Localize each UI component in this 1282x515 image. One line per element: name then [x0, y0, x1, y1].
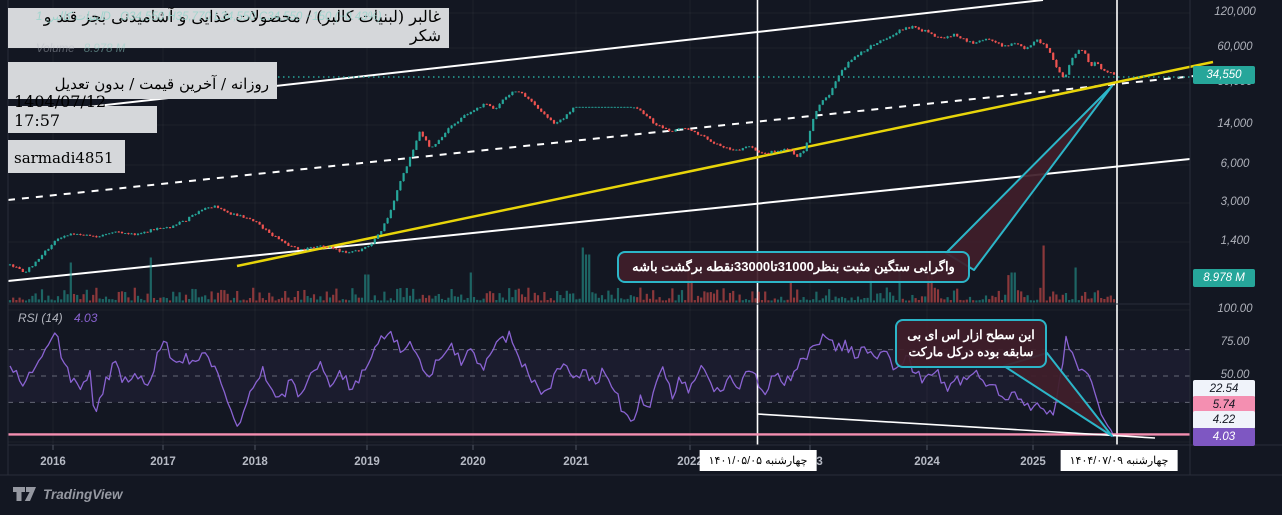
date-badge: چهارشنبه ۱۴۰۴/۰۷/۰۹	[1060, 450, 1178, 471]
subtitle-textbox[interactable]: روزانه / آخرین قیمت / بدون تعدیل	[8, 62, 277, 99]
chart-subtitle: روزانه / آخرین قیمت / بدون تعدیل	[54, 75, 269, 93]
rsi-callout-line1: این سطح ازار اس ای بی	[907, 327, 1035, 342]
rsi-label: RSI (14)	[18, 311, 63, 325]
axis-label: 3,000	[1220, 196, 1250, 208]
axis-label: 14,000	[1217, 118, 1253, 130]
axis-label: 60,000	[1217, 41, 1253, 53]
username-text: sarmadi4851	[14, 149, 114, 167]
tradingview-logo-text: TradingView	[43, 486, 123, 502]
axis-price-badge: 4.22	[1193, 411, 1255, 429]
divergence-callout[interactable]: واگرایی ستگین مثبت بنظر31000تا33000نقطه …	[617, 251, 970, 283]
volume-value: 8.978 M	[83, 43, 126, 55]
axis-label: 120,000	[1214, 6, 1256, 18]
year-label[interactable]: 2021	[563, 456, 589, 468]
year-label[interactable]: 2020	[460, 456, 486, 468]
symbol-name[interactable]: لبنیات کالبر, 1D	[36, 11, 111, 23]
axis-price-badge: 4.03	[1193, 428, 1255, 446]
rsi-callout-line2: سابقه بوده درکل مارکت	[908, 344, 1034, 359]
volume-label: Volume	[36, 43, 75, 55]
axis-label: 50.00	[1220, 369, 1250, 381]
divergence-callout-text: واگرایی ستگین مثبت بنظر31000تا33000نقطه …	[632, 259, 955, 274]
rsi-indicator-legend[interactable]: RSI (14) 4.03	[18, 311, 97, 325]
tradingview-logo[interactable]: TradingView	[13, 486, 123, 502]
year-label[interactable]: 2017	[150, 456, 176, 468]
year-label[interactable]: 2022	[677, 456, 703, 468]
year-label[interactable]: 2019	[354, 456, 380, 468]
axis-label: 75.00	[1220, 336, 1250, 348]
volume-legend[interactable]: Volume 8.978 M	[36, 43, 125, 55]
username-textbox[interactable]: sarmadi4851	[8, 140, 125, 173]
year-label[interactable]: 2024	[914, 456, 940, 468]
tradingview-logo-icon	[13, 487, 36, 501]
chart-title: غالبر (لبنیات کالبر) / محصولات غذایی و آ…	[43, 7, 441, 45]
year-label[interactable]: 2025	[1020, 456, 1046, 468]
axis-label: 6,000	[1220, 158, 1250, 170]
axis-price-badge: 34,550	[1193, 66, 1255, 84]
axis-price-badge: 5.74	[1193, 396, 1255, 414]
year-label[interactable]: 2018	[242, 456, 268, 468]
year-label[interactable]: 2016	[40, 456, 66, 468]
title-textbox[interactable]: غالبر (لبنیات کالبر) / محصولات غذایی و آ…	[8, 7, 449, 48]
symbol-legend[interactable]: لبنیات کالبر, 1D O34,550 H35,770 L34,550…	[36, 9, 382, 23]
axis-label: 100.00	[1217, 303, 1253, 315]
date-badge: چهارشنبه ۱۴۰۱/۰۵/۰۵	[699, 450, 817, 471]
ohlc-values: O34,550 H35,770 L34,550 C34,550 −150 (−0…	[120, 11, 382, 23]
axis-price-badge: 8.978 M	[1193, 269, 1255, 287]
rsi-callout[interactable]: این سطح ازار اس ای بی سابقه بوده درکل ما…	[895, 319, 1047, 368]
axis-label: 1,400	[1220, 235, 1250, 247]
datetime-text: 1404/07/12 17:57	[14, 92, 107, 130]
axis-price-badge: 22.54	[1193, 380, 1255, 398]
datetime-textbox[interactable]: 1404/07/12 17:57	[8, 92, 157, 133]
rsi-value: 4.03	[74, 311, 98, 325]
